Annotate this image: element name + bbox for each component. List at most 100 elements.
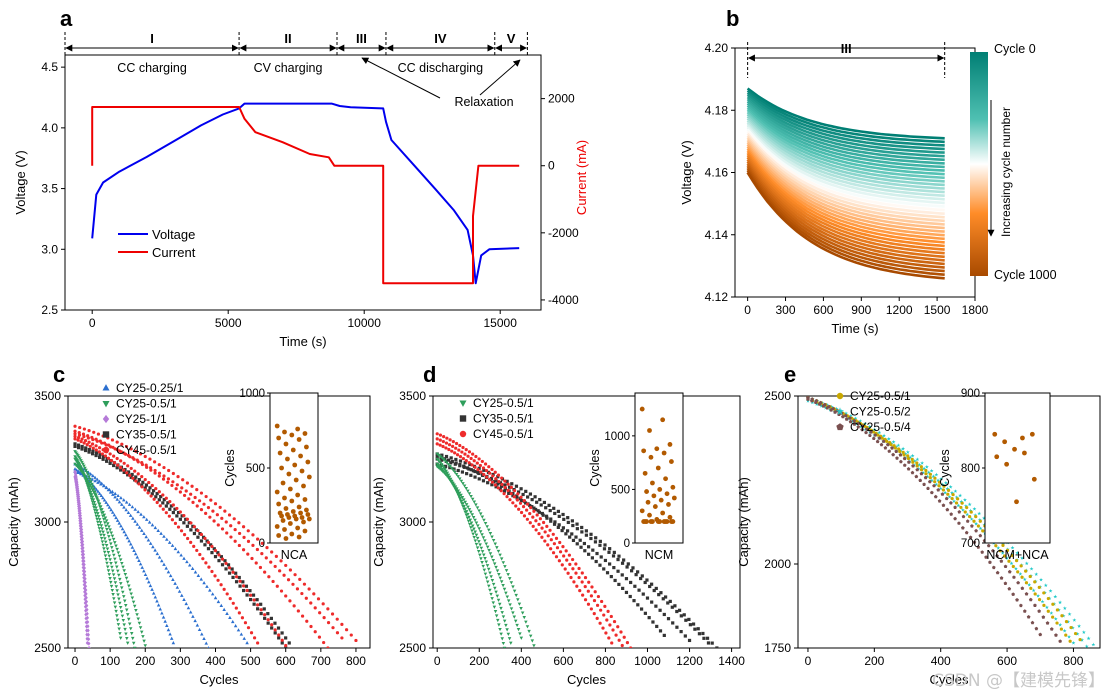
data-point bbox=[915, 457, 920, 462]
data-point bbox=[241, 584, 246, 588]
data-point bbox=[833, 410, 837, 414]
data-point bbox=[132, 646, 137, 648]
data-point bbox=[446, 473, 451, 477]
data-point bbox=[1046, 596, 1050, 601]
cycle-curve bbox=[746, 111, 945, 180]
data-point bbox=[499, 484, 504, 488]
data-point bbox=[138, 626, 143, 630]
data-point bbox=[945, 486, 950, 491]
data-point bbox=[229, 524, 233, 528]
data-point bbox=[251, 533, 255, 537]
data-point bbox=[85, 483, 89, 487]
data-point bbox=[471, 515, 476, 520]
data-point bbox=[91, 485, 95, 489]
data-point bbox=[844, 411, 848, 416]
data-point bbox=[143, 477, 147, 482]
data-point bbox=[492, 480, 496, 484]
data-point bbox=[115, 565, 119, 569]
data-point bbox=[78, 526, 83, 531]
data-point bbox=[552, 542, 556, 546]
data-point bbox=[1037, 598, 1042, 602]
cell-series bbox=[73, 434, 288, 648]
data-point bbox=[157, 463, 161, 467]
data-point bbox=[561, 545, 565, 549]
data-point bbox=[463, 510, 468, 514]
data-point bbox=[503, 565, 507, 569]
data-point bbox=[82, 575, 86, 580]
data-point bbox=[1034, 572, 1039, 576]
data-point bbox=[1013, 566, 1018, 571]
data-point bbox=[501, 615, 506, 619]
data-point bbox=[905, 450, 910, 454]
data-point bbox=[810, 398, 814, 403]
data-point bbox=[103, 540, 108, 544]
data-point bbox=[926, 470, 931, 475]
data-point bbox=[871, 430, 876, 434]
data-point bbox=[497, 479, 501, 484]
data-point bbox=[524, 620, 528, 624]
x-tick-label: 200 bbox=[469, 654, 489, 668]
data-point bbox=[869, 430, 873, 434]
data-point bbox=[499, 557, 504, 561]
data-point bbox=[507, 637, 512, 641]
data-point bbox=[483, 557, 487, 561]
data-point bbox=[586, 589, 590, 593]
data-point bbox=[568, 535, 572, 539]
data-point bbox=[318, 611, 322, 615]
data-point bbox=[182, 533, 187, 537]
cycle-curve bbox=[746, 171, 945, 280]
data-point bbox=[902, 463, 907, 467]
data-point bbox=[924, 468, 928, 473]
data-point bbox=[470, 463, 474, 467]
data-point bbox=[548, 528, 552, 532]
data-point bbox=[461, 445, 465, 450]
data-point bbox=[930, 490, 934, 495]
data-point bbox=[564, 532, 568, 536]
phase-desc: CC charging bbox=[117, 61, 187, 75]
data-point bbox=[113, 581, 118, 585]
data-point bbox=[488, 471, 492, 475]
data-point bbox=[86, 473, 90, 477]
data-point bbox=[507, 577, 512, 581]
data-point bbox=[1033, 592, 1037, 596]
data-point bbox=[604, 631, 608, 635]
data-point bbox=[94, 453, 98, 458]
data-point bbox=[190, 566, 195, 570]
data-point bbox=[493, 610, 498, 614]
data-point bbox=[631, 566, 635, 570]
data-point bbox=[255, 547, 259, 552]
data-point bbox=[99, 524, 104, 528]
data-point bbox=[480, 561, 484, 565]
data-point bbox=[87, 637, 91, 642]
data-point bbox=[531, 515, 535, 519]
cycle-curve bbox=[746, 154, 945, 251]
data-point bbox=[885, 439, 889, 443]
data-point bbox=[485, 475, 489, 479]
data-point bbox=[115, 614, 119, 618]
data-point bbox=[1043, 583, 1048, 587]
data-point bbox=[254, 561, 258, 565]
data-point bbox=[199, 577, 203, 581]
data-point bbox=[607, 550, 611, 554]
data-point bbox=[150, 587, 154, 591]
data-point bbox=[131, 641, 136, 645]
data-point bbox=[609, 614, 613, 619]
data-point bbox=[1027, 582, 1032, 587]
cycle-curve bbox=[746, 115, 945, 187]
cycle-curve bbox=[746, 106, 945, 172]
data-point bbox=[182, 556, 186, 560]
data-point bbox=[73, 432, 77, 436]
data-point bbox=[702, 636, 706, 640]
data-point bbox=[220, 563, 225, 567]
data-point bbox=[88, 444, 92, 448]
data-point bbox=[201, 535, 206, 539]
data-point bbox=[1053, 616, 1058, 621]
data-point bbox=[256, 537, 260, 541]
data-point bbox=[442, 466, 446, 470]
data-point bbox=[853, 416, 858, 421]
data-point bbox=[620, 573, 624, 577]
data-point bbox=[936, 478, 940, 483]
data-point bbox=[551, 532, 555, 536]
data-point bbox=[135, 613, 139, 617]
data-point bbox=[245, 641, 249, 645]
